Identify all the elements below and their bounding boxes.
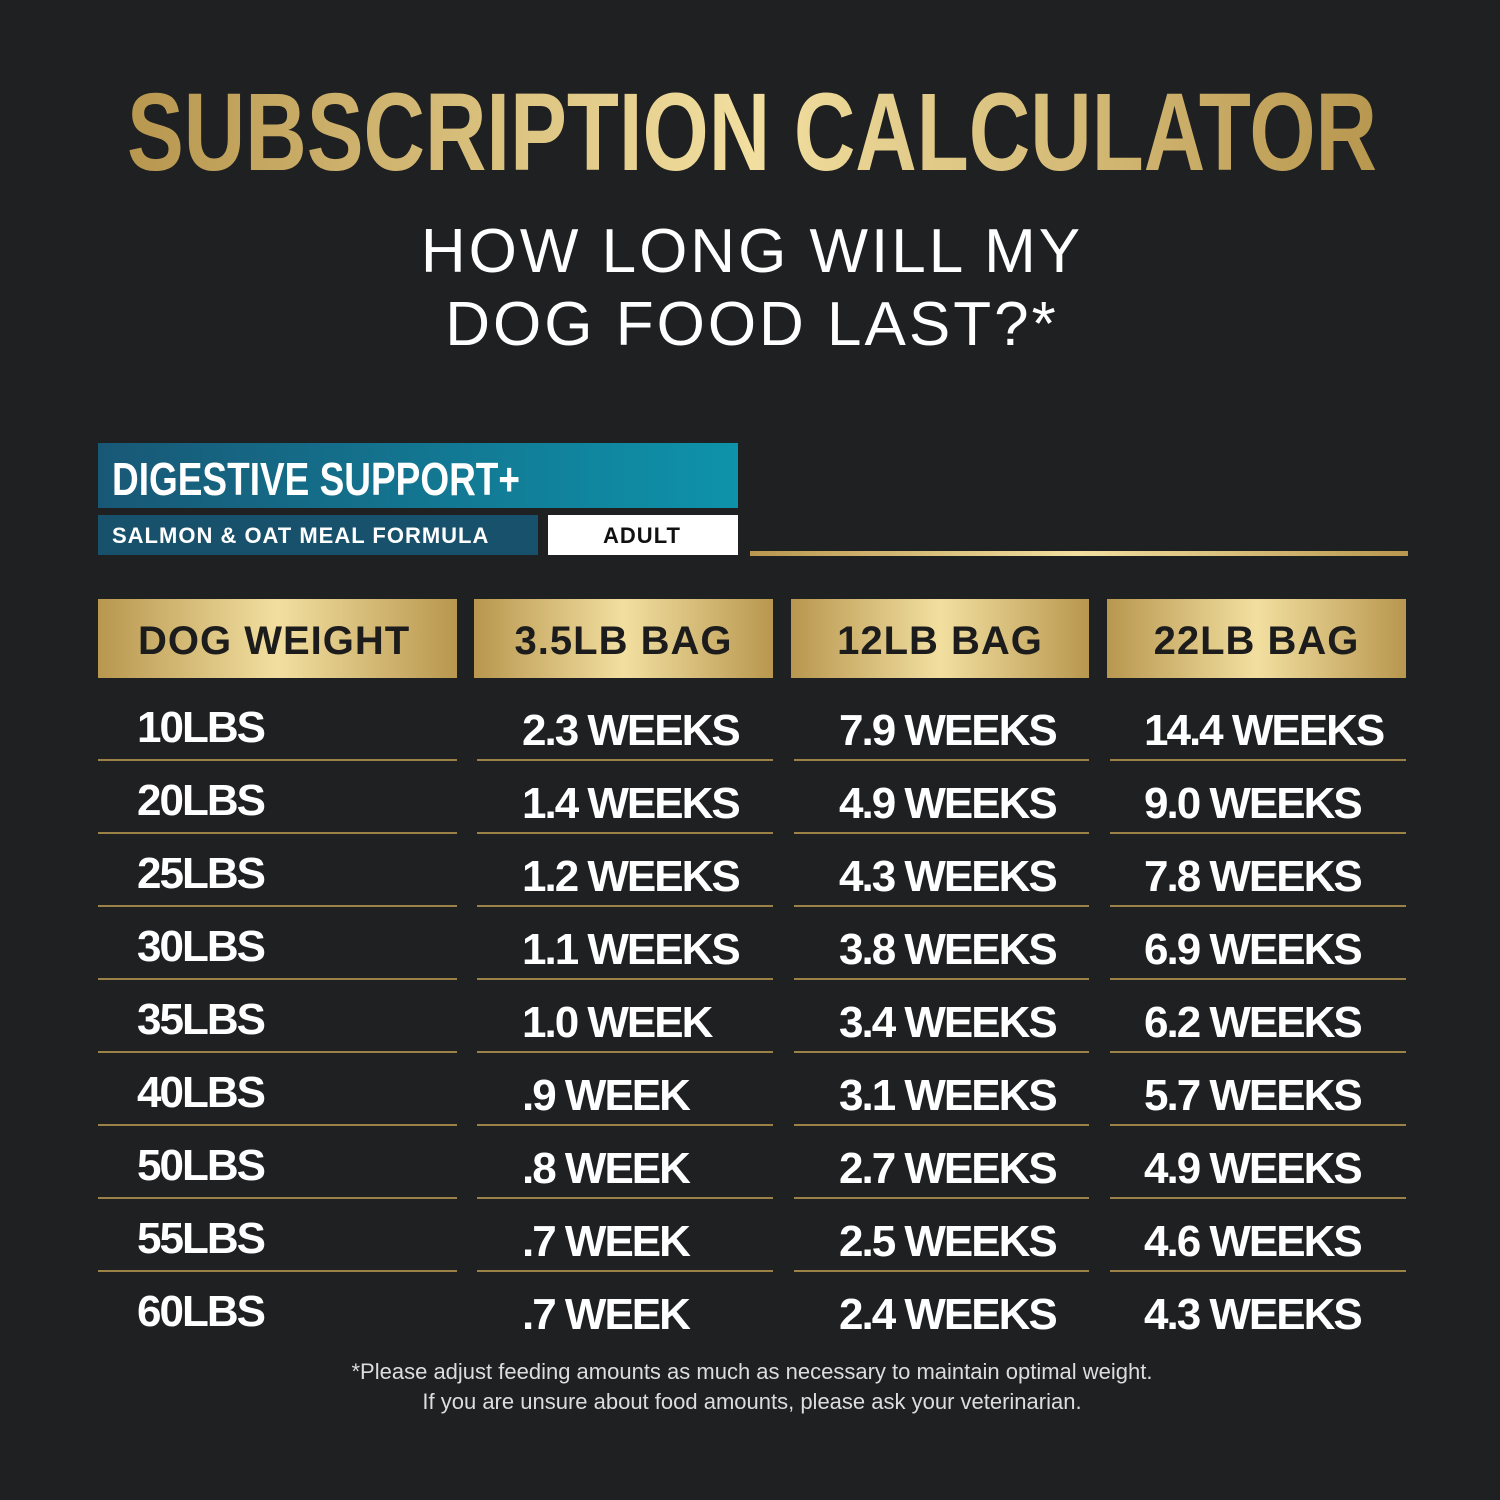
product-banner <box>98 443 738 508</box>
table: DOG WEIGHT 3.5LB BAG 12LB BAG 22LB BAG 10LBS… <box>98 599 1406 1339</box>
formula-banner <box>98 515 538 555</box>
cell-text: 14.4 WEEKS <box>1144 706 1384 755</box>
cell-text: 2.4 WEEKS <box>839 1290 1056 1339</box>
row-divider <box>1110 1197 1406 1199</box>
header-cell <box>1107 599 1406 678</box>
row-divider <box>98 1124 457 1126</box>
cell-text: 25LBS <box>137 849 265 898</box>
footnote: *Please adjust feeding amounts as much a… <box>352 1359 1153 1384</box>
cell-text: .8 WEEK <box>522 1144 691 1193</box>
row-divider <box>1110 759 1406 761</box>
header-cell <box>98 599 457 678</box>
cell-text: 4.9 WEEKS <box>1144 1144 1361 1193</box>
cell-text: 60LBS <box>137 1287 265 1336</box>
cell-text: 2.5 WEEKS <box>839 1217 1056 1266</box>
row-divider <box>477 978 773 980</box>
header-text: 3.5LB BAG <box>515 619 733 663</box>
row-divider <box>98 1197 457 1199</box>
header-cell <box>791 599 1089 678</box>
cell-text: 10LBS <box>137 703 265 752</box>
cell-text: 3.1 WEEKS <box>839 1071 1056 1120</box>
cell-text: 35LBS <box>137 995 265 1044</box>
cell-text: 9.0 WEEKS <box>1144 779 1361 828</box>
cell-text: 1.4 WEEKS <box>522 779 739 828</box>
row-divider <box>98 978 457 980</box>
row-divider <box>794 978 1089 980</box>
row-divider <box>98 1051 457 1053</box>
footnote: If you are unsure about food amounts, pl… <box>422 1389 1081 1414</box>
product-name: DIGESTIVE SUPPORT+ <box>112 453 520 505</box>
life-stage: ADULT <box>603 523 681 548</box>
row-divider <box>1110 1124 1406 1126</box>
row-divider <box>794 832 1089 834</box>
gold-rule <box>750 551 1408 556</box>
row-divider <box>477 1197 773 1199</box>
cell-text: 5.7 WEEKS <box>1144 1071 1361 1120</box>
cell-text: 20LBS <box>137 776 265 825</box>
row-divider <box>794 1270 1089 1272</box>
row-divider <box>1110 978 1406 980</box>
row-divider <box>794 905 1089 907</box>
cell-text: 1.0 WEEK <box>522 998 714 1047</box>
row-divider <box>1110 1051 1406 1053</box>
subtitle-line: HOW LONG WILL MY <box>421 217 1083 286</box>
header-text: DOG WEIGHT <box>138 619 410 663</box>
cell-text: 7.8 WEEKS <box>1144 852 1361 901</box>
cell-text: 7.9 WEEKS <box>839 706 1056 755</box>
row-divider <box>1110 905 1406 907</box>
cell-text: 55LBS <box>137 1214 265 1263</box>
life-stage-box <box>548 515 738 555</box>
cell-text: 4.3 WEEKS <box>839 852 1056 901</box>
cell-text: 4.6 WEEKS <box>1144 1217 1361 1266</box>
cell-text: 4.9 WEEKS <box>839 779 1056 828</box>
row-divider <box>1110 832 1406 834</box>
row-divider <box>794 759 1089 761</box>
row-divider <box>98 905 457 907</box>
cell-text: 1.2 WEEKS <box>522 852 739 901</box>
cell-text: 2.7 WEEKS <box>839 1144 1056 1193</box>
cell-text: 50LBS <box>137 1141 265 1190</box>
row-divider <box>794 1197 1089 1199</box>
cell-text: 4.3 WEEKS <box>1144 1290 1361 1339</box>
cell-text: .7 WEEK <box>522 1217 691 1266</box>
cell-text: 6.9 WEEKS <box>1144 925 1361 974</box>
row-divider <box>477 1270 773 1272</box>
row-divider <box>98 759 457 761</box>
cell-text: 3.4 WEEKS <box>839 998 1056 1047</box>
cell-text: 3.8 WEEKS <box>839 925 1056 974</box>
cell-text: 30LBS <box>137 922 265 971</box>
row-divider <box>98 1270 457 1272</box>
row-divider <box>477 905 773 907</box>
cell-text: .9 WEEK <box>522 1071 691 1120</box>
cell-text: 40LBS <box>137 1068 265 1117</box>
row-divider <box>477 759 773 761</box>
row-divider <box>477 1051 773 1053</box>
row-divider <box>98 832 457 834</box>
subtitle-line: DOG FOOD LAST?* <box>445 290 1058 359</box>
header-text: 22LB BAG <box>1154 619 1360 663</box>
cell-text: 1.1 WEEKS <box>522 925 739 974</box>
header-cell <box>474 599 773 678</box>
cell-text: 2.3 WEEKS <box>522 706 739 755</box>
cell-text: 6.2 WEEKS <box>1144 998 1361 1047</box>
cell-text: .7 WEEK <box>522 1290 691 1339</box>
row-divider <box>477 1124 773 1126</box>
row-divider <box>794 1124 1089 1126</box>
row-divider <box>1110 1270 1406 1272</box>
header-text: 12LB BAG <box>837 619 1043 663</box>
title: SUBSCRIPTION CALCULATOR <box>127 71 1377 194</box>
row-divider <box>794 1051 1089 1053</box>
formula: SALMON & OAT MEAL FORMULA <box>112 523 489 548</box>
row-divider <box>477 832 773 834</box>
